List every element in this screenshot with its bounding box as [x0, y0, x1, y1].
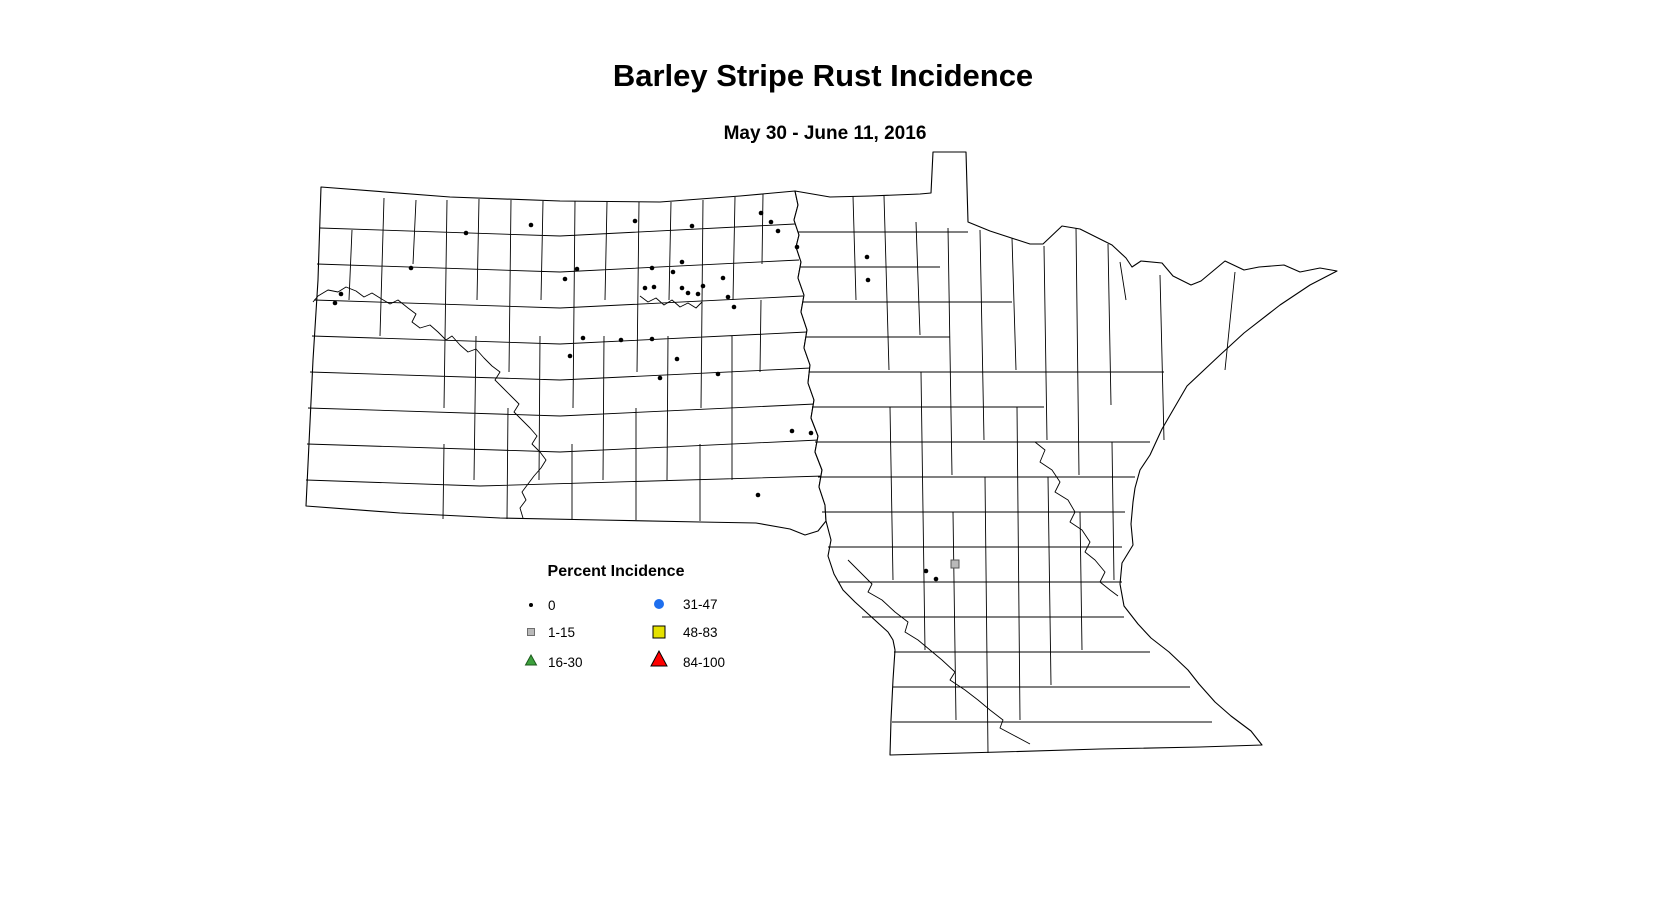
mississippi-river-line [1034, 441, 1119, 597]
legend: Percent Incidence 0 1-15 16-30 31-47 48-… [524, 563, 725, 670]
map-point-0 [408, 265, 414, 271]
map-point-0 [715, 371, 721, 377]
map-point-0 [865, 277, 871, 283]
north-dakota-county-map [305, 186, 827, 536]
map-point-0 [700, 283, 706, 289]
legend-symbol-square-yellow [652, 625, 666, 639]
map-point-0 [632, 218, 638, 224]
devils-lake-line [639, 295, 703, 309]
map-point-0 [338, 291, 344, 297]
minnesota-county-map [793, 151, 1338, 756]
map-point-0 [808, 430, 814, 436]
map-point-0 [562, 276, 568, 282]
legend-label: 31-47 [683, 597, 718, 612]
legend-symbol-circle-blue [654, 599, 664, 609]
minnesota-outline [793, 151, 1338, 756]
map-point-0 [528, 222, 534, 228]
map-point-0 [775, 228, 781, 234]
map-point-0 [649, 265, 655, 271]
minnesota-river-line [847, 559, 1031, 745]
map-point-0 [580, 335, 586, 341]
map-point-0 [679, 259, 685, 265]
legend-symbol-dot [529, 603, 533, 607]
map-point-0 [463, 230, 469, 236]
map-point-0 [923, 568, 929, 574]
missouri-river-line [312, 286, 547, 519]
map-point-0 [649, 336, 655, 342]
legend-symbol-triangle-green [524, 653, 538, 666]
map-point-0 [789, 428, 795, 434]
map-point-0 [674, 356, 680, 362]
map-point-0 [755, 492, 761, 498]
map-point-0 [642, 285, 648, 291]
map-point-0 [768, 219, 774, 225]
map-point-0 [574, 266, 580, 272]
map-point-0 [651, 284, 657, 290]
legend-label: 16-30 [548, 655, 583, 670]
map-point-0 [567, 353, 573, 359]
map-point-0 [758, 210, 764, 216]
legend-label: 84-100 [683, 655, 725, 670]
map-point-0 [864, 254, 870, 260]
legend-label: 1-15 [548, 625, 575, 640]
map-point-0 [685, 290, 691, 296]
north-dakota-county-lines [305, 193, 825, 521]
map-point-0 [670, 269, 676, 275]
map-point-1-15 [950, 559, 960, 569]
chart-title: Barley Stripe Rust Incidence [613, 58, 1033, 93]
map-point-0 [720, 275, 726, 281]
map-point-0 [689, 223, 695, 229]
map-point-0 [618, 337, 624, 343]
map-point-0 [657, 375, 663, 381]
map-point-0 [695, 291, 701, 297]
legend-label: 0 [548, 598, 556, 613]
map-point-0 [794, 244, 800, 250]
chart-subtitle: May 30 - June 11, 2016 [724, 123, 927, 144]
legend-symbol-triangle-red [650, 649, 668, 667]
legend-symbol-square-gray [527, 628, 535, 636]
map-point-0 [332, 300, 338, 306]
map-point-0 [679, 285, 685, 291]
map-point-0 [933, 576, 939, 582]
minnesota-county-lines [798, 195, 1236, 754]
legend-label: 48-83 [683, 625, 718, 640]
legend-title: Percent Incidence [548, 563, 685, 580]
map-points [332, 210, 960, 582]
map-point-0 [731, 304, 737, 310]
map-point-0 [725, 294, 731, 300]
